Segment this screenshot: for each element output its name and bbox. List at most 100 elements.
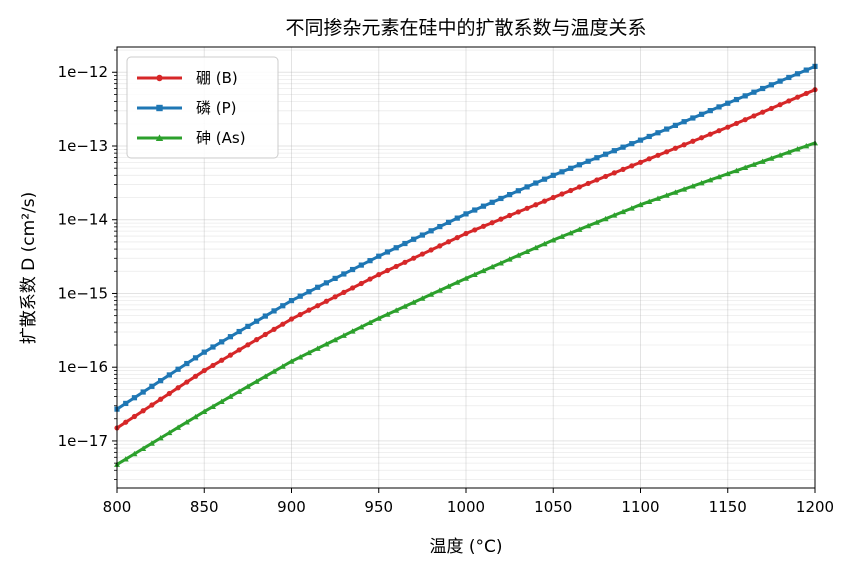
- data-point: [515, 188, 521, 194]
- data-point: [192, 413, 199, 420]
- y-tick-label: 1e−16: [58, 358, 108, 376]
- data-point: [768, 105, 774, 112]
- x-tick-label: 800: [103, 498, 132, 516]
- y-tick-label: 1e−12: [58, 63, 108, 81]
- data-point: [288, 298, 295, 304]
- data-point: [149, 383, 155, 389]
- tick-layer: 800 850 900 950 1000 1050 1100 1150 1200 1e−17 1e−…: [58, 49, 834, 516]
- data-point: [471, 271, 478, 277]
- data-point: [541, 176, 548, 182]
- data-point: [122, 456, 129, 462]
- data-point: [620, 166, 626, 172]
- data-point: [498, 216, 504, 222]
- data-point: [751, 89, 757, 95]
- data-point: [725, 124, 731, 130]
- data-point: [803, 143, 810, 149]
- data-point: [541, 198, 548, 204]
- data-point: [689, 183, 696, 189]
- legend-marker: [155, 134, 164, 141]
- data-point: [593, 219, 600, 225]
- data-point: [559, 169, 565, 175]
- x-axis-title: 温度 (°C): [429, 537, 502, 557]
- data-point: [332, 336, 339, 343]
- x-tick-label: 1050: [534, 498, 572, 516]
- data-point: [568, 187, 574, 194]
- data-point: [550, 194, 556, 201]
- data-point: [411, 255, 417, 261]
- x-tick-label: 850: [190, 498, 219, 516]
- data-point: [655, 130, 661, 136]
- data-point: [646, 156, 652, 162]
- data-point: [620, 208, 627, 215]
- data-point: [393, 263, 399, 270]
- legend-label: 砷 (As): [196, 129, 246, 147]
- data-point: [175, 366, 181, 372]
- data-point: [794, 94, 801, 100]
- data-point: [149, 402, 155, 408]
- data-point: [210, 344, 216, 350]
- data-point: [637, 201, 644, 208]
- data-point: [664, 126, 670, 132]
- data-point: [472, 227, 478, 233]
- data-point: [472, 207, 478, 213]
- data-point: [376, 253, 382, 259]
- y-tick-label: 1e−13: [58, 137, 108, 155]
- data-point: [437, 223, 443, 230]
- data-point: [716, 128, 722, 134]
- data-point: [306, 307, 312, 313]
- data-point: [777, 78, 783, 84]
- data-point: [279, 363, 286, 369]
- data-point: [760, 109, 766, 115]
- data-point: [140, 408, 146, 414]
- data-point: [629, 141, 635, 147]
- data-point: [175, 385, 181, 391]
- data-point: [664, 149, 670, 155]
- data-point: [672, 145, 679, 151]
- data-point: [227, 352, 234, 358]
- x-tick-label: 1150: [709, 498, 747, 516]
- data-point: [507, 212, 513, 219]
- data-point: [585, 222, 592, 229]
- data-point: [280, 303, 286, 309]
- data-point: [445, 219, 452, 225]
- data-point: [428, 247, 434, 253]
- data-point: [751, 113, 757, 119]
- data-point: [611, 212, 618, 218]
- data-point: [654, 195, 661, 201]
- data-point: [445, 239, 452, 245]
- data-point: [603, 173, 609, 180]
- legend-box: [126, 56, 279, 159]
- data-point: [201, 408, 208, 414]
- data-point: [794, 146, 801, 152]
- data-point: [227, 334, 234, 340]
- data-point: [148, 440, 155, 446]
- y-tick-label: 1e−17: [58, 432, 108, 450]
- data-point: [166, 429, 173, 436]
- data-point: [262, 313, 268, 319]
- data-point: [341, 271, 347, 277]
- data-point: [759, 158, 766, 164]
- data-point: [428, 291, 435, 297]
- data-point: [367, 276, 373, 282]
- data-point: [750, 161, 757, 167]
- data-point: [219, 339, 225, 345]
- data-point: [576, 226, 583, 232]
- data-point: [760, 85, 766, 92]
- legend-item: 磷 (P): [137, 99, 237, 117]
- data-point: [349, 266, 356, 273]
- data-point: [498, 195, 504, 202]
- data-point: [236, 328, 242, 335]
- data-point: [768, 155, 775, 161]
- data-point: [506, 256, 513, 262]
- data-point: [192, 373, 199, 379]
- data-point: [358, 262, 364, 268]
- x-tick-label: 950: [364, 498, 393, 516]
- grid-layer: [116, 47, 816, 488]
- legend: 硼 (B) 磷 (P) 砷 (As): [126, 56, 279, 159]
- data-point: [602, 215, 609, 222]
- data-point: [131, 450, 138, 457]
- data-point: [786, 98, 792, 104]
- legend-label: 硼 (B): [196, 69, 238, 87]
- data-point: [637, 159, 644, 165]
- data-point: [166, 390, 172, 397]
